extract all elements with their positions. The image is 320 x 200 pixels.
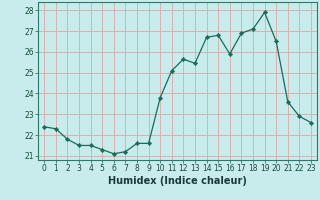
- X-axis label: Humidex (Indice chaleur): Humidex (Indice chaleur): [108, 176, 247, 186]
